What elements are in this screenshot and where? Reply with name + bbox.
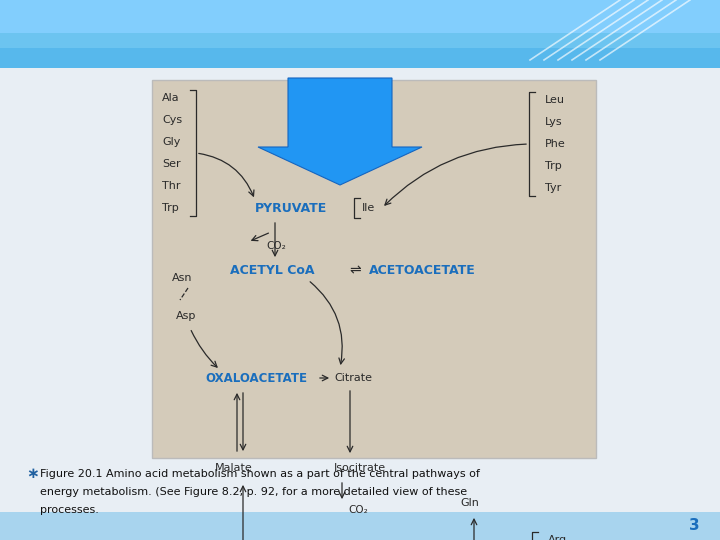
Text: CO₂: CO₂ <box>266 241 286 251</box>
FancyBboxPatch shape <box>0 0 720 68</box>
FancyBboxPatch shape <box>0 512 720 540</box>
Text: Isocitrate: Isocitrate <box>334 463 386 473</box>
Text: processes.: processes. <box>40 505 99 515</box>
Text: Asn: Asn <box>172 273 192 283</box>
Text: OXALOACETATE: OXALOACETATE <box>205 372 307 384</box>
Text: Arg: Arg <box>548 535 567 540</box>
Text: Ile: Ile <box>362 203 375 213</box>
FancyBboxPatch shape <box>0 0 720 48</box>
Text: ACETOACETATE: ACETOACETATE <box>369 264 476 276</box>
Text: Trp: Trp <box>162 203 179 213</box>
Text: CO₂: CO₂ <box>348 505 368 515</box>
Text: PYRUVATE: PYRUVATE <box>255 201 328 214</box>
Text: Citrate: Citrate <box>334 373 372 383</box>
Text: Gly: Gly <box>162 137 181 147</box>
Text: Ser: Ser <box>162 159 181 169</box>
Text: Thr: Thr <box>162 181 181 191</box>
Text: Asp: Asp <box>176 311 197 321</box>
Text: Leu: Leu <box>545 95 565 105</box>
Text: Malate: Malate <box>215 463 253 473</box>
Text: energy metabolism. (See Figure 8.2, p. 92, for a more detailed view of these: energy metabolism. (See Figure 8.2, p. 9… <box>40 487 467 497</box>
Text: ∗: ∗ <box>26 467 39 482</box>
Text: Gln: Gln <box>460 498 479 508</box>
Text: 3: 3 <box>689 518 700 534</box>
Polygon shape <box>258 78 422 185</box>
Text: Ala: Ala <box>162 93 179 103</box>
FancyBboxPatch shape <box>0 0 720 33</box>
Text: Lys: Lys <box>545 117 562 127</box>
FancyBboxPatch shape <box>152 80 596 458</box>
Text: Tyr: Tyr <box>545 183 562 193</box>
Text: ⇌: ⇌ <box>349 263 361 277</box>
Text: Phe: Phe <box>545 139 566 149</box>
Text: ACETYL CoA: ACETYL CoA <box>230 264 315 276</box>
Text: Cys: Cys <box>162 115 182 125</box>
Text: Figure 20.1 Amino acid metabolism shown as a part of the central pathways of: Figure 20.1 Amino acid metabolism shown … <box>40 469 480 479</box>
Text: Trp: Trp <box>545 161 562 171</box>
